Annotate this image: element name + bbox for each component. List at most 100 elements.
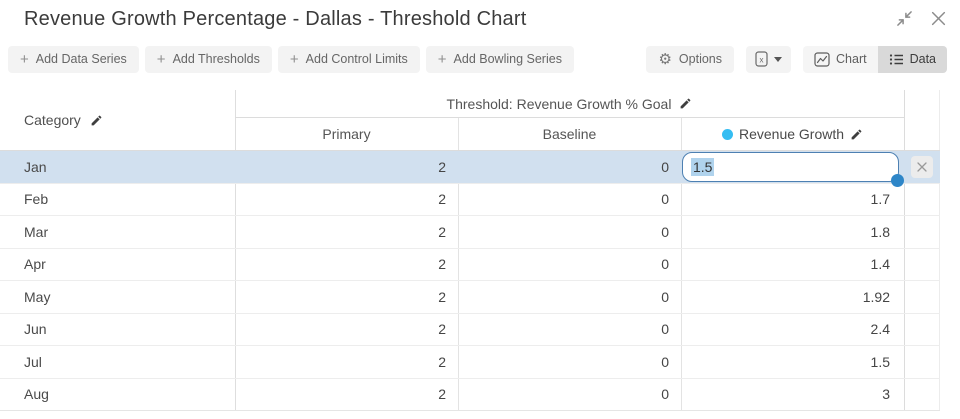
- add-data-series-label: Add Data Series: [35, 52, 127, 66]
- options-label: Options: [678, 52, 723, 66]
- value-cell[interactable]: 1.5: [681, 151, 904, 187]
- category-cell[interactable]: Apr: [24, 256, 46, 273]
- series-header-label: Revenue Growth: [738, 126, 845, 142]
- value-cell[interactable]: 3: [882, 386, 890, 403]
- add-control-limits-label: Add Control Limits: [305, 52, 408, 66]
- table-row-feb[interactable]: Feb 2 0 1.7: [0, 184, 940, 216]
- table-row-jun[interactable]: Jun 2 0 2.4: [0, 314, 940, 346]
- primary-column-header: Primary: [235, 118, 458, 150]
- add-control-limits-button[interactable]: + Add Control Limits: [277, 45, 420, 73]
- category-column-header[interactable]: Category: [0, 90, 235, 150]
- column-divider: [235, 90, 236, 411]
- plus-icon: +: [289, 50, 299, 68]
- table-row-apr[interactable]: Apr 2 0 1.4: [0, 249, 940, 281]
- value-cell[interactable]: 1.4: [870, 256, 890, 273]
- export-dropdown-button[interactable]: x: [746, 45, 792, 73]
- value-cell[interactable]: 2.4: [870, 321, 890, 338]
- primary-cell[interactable]: 2: [438, 223, 446, 240]
- column-divider: [458, 118, 459, 411]
- primary-cell[interactable]: 2: [438, 321, 446, 338]
- row-actions-cell: [904, 151, 940, 183]
- tab-chart[interactable]: Chart: [803, 45, 878, 73]
- baseline-cell[interactable]: 0: [661, 353, 669, 370]
- selection-drag-handle[interactable]: [891, 174, 904, 187]
- list-icon: [889, 53, 904, 66]
- primary-cell[interactable]: 2: [438, 256, 446, 273]
- selected-text: 1.5: [691, 158, 715, 176]
- row-actions-cell: [904, 379, 940, 411]
- value-cell[interactable]: 1.7: [870, 191, 890, 208]
- titlebar: Revenue Growth Percentage - Dallas - Thr…: [0, 0, 960, 40]
- collapse-icon[interactable]: [894, 8, 914, 28]
- table-row-aug[interactable]: Aug 2 0 3: [0, 379, 940, 411]
- category-cell[interactable]: Mar: [24, 223, 49, 240]
- row-actions-cell: [904, 346, 940, 378]
- primary-cell[interactable]: 2: [438, 191, 446, 208]
- threshold-group-label: Threshold: Revenue Growth % Goal: [446, 95, 672, 112]
- table-row-jan[interactable]: Jan 2 0 1.5: [0, 151, 940, 187]
- row-actions-cell: [904, 314, 940, 346]
- baseline-cell[interactable]: 0: [661, 386, 669, 403]
- toolbar: + Add Data Series + Add Thresholds + Add…: [8, 45, 947, 73]
- page-title: Revenue Growth Percentage - Dallas - Thr…: [24, 8, 527, 30]
- baseline-cell[interactable]: 0: [661, 256, 669, 273]
- table-row-may[interactable]: May 2 0 1.92: [0, 281, 940, 314]
- row-actions-cell: [904, 184, 940, 216]
- baseline-cell[interactable]: 0: [661, 223, 669, 240]
- close-icon[interactable]: [928, 8, 948, 28]
- category-header-label: Category: [24, 112, 81, 128]
- delete-row-button[interactable]: [911, 156, 933, 178]
- add-bowling-series-button[interactable]: + Add Bowling Series: [425, 45, 574, 73]
- primary-header-label: Primary: [322, 126, 371, 142]
- table-body: Jan 2 0 1.5 Feb: [0, 150, 940, 411]
- row-actions-cell: [904, 216, 940, 248]
- baseline-cell[interactable]: 0: [661, 321, 669, 338]
- category-cell[interactable]: Jan: [24, 158, 47, 175]
- baseline-cell[interactable]: 0: [661, 191, 669, 208]
- svg-text:x: x: [760, 56, 764, 65]
- table-row-jul[interactable]: Jul 2 0 1.5: [0, 346, 940, 379]
- series-color-dot-icon: [721, 128, 733, 140]
- threshold-group-header[interactable]: Threshold: Revenue Growth % Goal: [235, 90, 904, 118]
- primary-cell[interactable]: 2: [438, 386, 446, 403]
- column-divider: [681, 118, 682, 411]
- category-cell[interactable]: May: [24, 288, 51, 305]
- plus-icon: +: [437, 50, 447, 68]
- column-divider: [904, 90, 905, 411]
- plus-icon: +: [156, 50, 166, 68]
- baseline-column-header: Baseline: [458, 118, 681, 150]
- series-column-header[interactable]: Revenue Growth: [681, 118, 904, 150]
- value-cell[interactable]: 1.8: [870, 223, 890, 240]
- tab-data[interactable]: Data: [877, 45, 947, 73]
- column-divider: [939, 90, 940, 411]
- table-row-mar[interactable]: Mar 2 0 1.8: [0, 216, 940, 249]
- options-button[interactable]: ⚙ Options: [646, 45, 735, 73]
- category-cell[interactable]: Jul: [24, 353, 42, 370]
- baseline-cell[interactable]: 0: [661, 158, 669, 175]
- add-thresholds-button[interactable]: + Add Thresholds: [144, 45, 272, 73]
- excel-file-icon: x: [755, 51, 768, 67]
- edit-pencil-icon[interactable]: [850, 128, 863, 141]
- category-cell[interactable]: Aug: [24, 386, 49, 403]
- baseline-header-label: Baseline: [542, 126, 597, 142]
- edit-pencil-icon[interactable]: [90, 114, 103, 127]
- primary-cell[interactable]: 2: [438, 288, 446, 305]
- primary-cell[interactable]: 2: [438, 158, 446, 175]
- value-cell[interactable]: 1.92: [862, 288, 890, 305]
- gear-icon: ⚙: [658, 50, 672, 68]
- row-actions-cell: [904, 249, 940, 281]
- add-data-series-button[interactable]: + Add Data Series: [8, 45, 139, 73]
- edit-pencil-icon[interactable]: [679, 97, 692, 110]
- data-table: Category Threshold: Revenue Growth % Goa…: [0, 90, 940, 411]
- category-cell[interactable]: Jun: [24, 321, 47, 338]
- line-chart-icon: [814, 51, 830, 67]
- baseline-cell[interactable]: 0: [661, 288, 669, 305]
- tab-chart-label: Chart: [836, 52, 867, 66]
- category-cell[interactable]: Feb: [24, 191, 49, 208]
- view-toggle: Chart Data: [803, 45, 947, 73]
- value-cell[interactable]: 1.5: [870, 353, 890, 370]
- cell-edit-input[interactable]: 1.5: [682, 152, 904, 187]
- primary-cell[interactable]: 2: [438, 353, 446, 370]
- row-actions-cell: [904, 281, 940, 313]
- add-thresholds-label: Add Thresholds: [172, 52, 260, 66]
